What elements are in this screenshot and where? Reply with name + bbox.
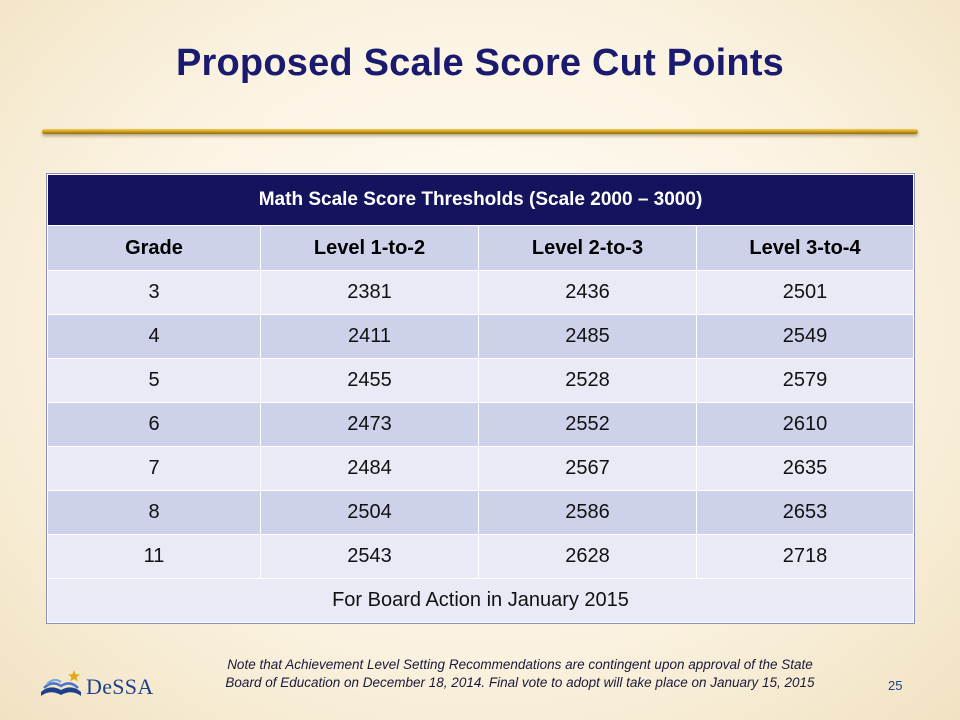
level-3-to-4-cell: 2653 (696, 490, 914, 535)
column-header-level-2-to-3: Level 2-to-3 (478, 225, 697, 271)
level-3-to-4-cell: 2635 (696, 446, 914, 491)
approval-note-line-1: Note that Achievement Level Setting Reco… (227, 657, 813, 672)
column-header-level-3-to-4: Level 3-to-4 (696, 225, 914, 271)
level-1-to-2-cell: 2473 (260, 402, 479, 447)
table-row: 6 2473 2552 2610 (47, 402, 914, 447)
level-2-to-3-cell: 2436 (478, 270, 697, 315)
level-2-to-3-cell: 2552 (478, 402, 697, 447)
level-1-to-2-cell: 2504 (260, 490, 479, 535)
grade-cell: 3 (47, 270, 261, 315)
page-number: 25 (888, 678, 903, 693)
table-caption: Math Scale Score Thresholds (Scale 2000 … (47, 174, 914, 226)
level-1-to-2-cell: 2455 (260, 358, 479, 403)
column-header-grade: Grade (47, 225, 261, 271)
table-row: 5 2455 2528 2579 (47, 358, 914, 403)
title-divider (42, 129, 918, 134)
grade-cell: 8 (47, 490, 261, 535)
level-1-to-2-cell: 2484 (260, 446, 479, 491)
level-3-to-4-cell: 2579 (696, 358, 914, 403)
table-footer-row: For Board Action in January 2015 (47, 578, 914, 623)
dessa-logo: DeSSA (38, 668, 188, 704)
table-row: 8 2504 2586 2653 (47, 490, 914, 535)
logo-text: DeSSA (86, 674, 154, 699)
slide-title: Proposed Scale Score Cut Points (175, 42, 785, 84)
level-3-to-4-cell: 2501 (696, 270, 914, 315)
table-row: 3 2381 2436 2501 (47, 270, 914, 315)
level-1-to-2-cell: 2543 (260, 534, 479, 579)
level-2-to-3-cell: 2485 (478, 314, 697, 359)
column-header-level-1-to-2: Level 1-to-2 (260, 225, 479, 271)
level-2-to-3-cell: 2567 (478, 446, 697, 491)
score-thresholds-table: Math Scale Score Thresholds (Scale 2000 … (46, 173, 915, 624)
level-1-to-2-cell: 2381 (260, 270, 479, 315)
level-3-to-4-cell: 2718 (696, 534, 914, 579)
table-row: 7 2484 2567 2635 (47, 446, 914, 491)
approval-note: Note that Achievement Level Setting Reco… (150, 656, 890, 692)
table-row: 11 2543 2628 2718 (47, 534, 914, 579)
grade-cell: 7 (47, 446, 261, 491)
grade-cell: 11 (47, 534, 261, 579)
grade-cell: 6 (47, 402, 261, 447)
grade-cell: 4 (47, 314, 261, 359)
level-2-to-3-cell: 2586 (478, 490, 697, 535)
open-book-star-icon (41, 670, 81, 696)
level-1-to-2-cell: 2411 (260, 314, 479, 359)
grade-cell: 5 (47, 358, 261, 403)
approval-note-line-2: Board of Education on December 18, 2014.… (225, 675, 815, 690)
level-3-to-4-cell: 2549 (696, 314, 914, 359)
level-2-to-3-cell: 2528 (478, 358, 697, 403)
level-2-to-3-cell: 2628 (478, 534, 697, 579)
level-3-to-4-cell: 2610 (696, 402, 914, 447)
table-row: 4 2411 2485 2549 (47, 314, 914, 359)
board-action-note: For Board Action in January 2015 (47, 578, 914, 623)
